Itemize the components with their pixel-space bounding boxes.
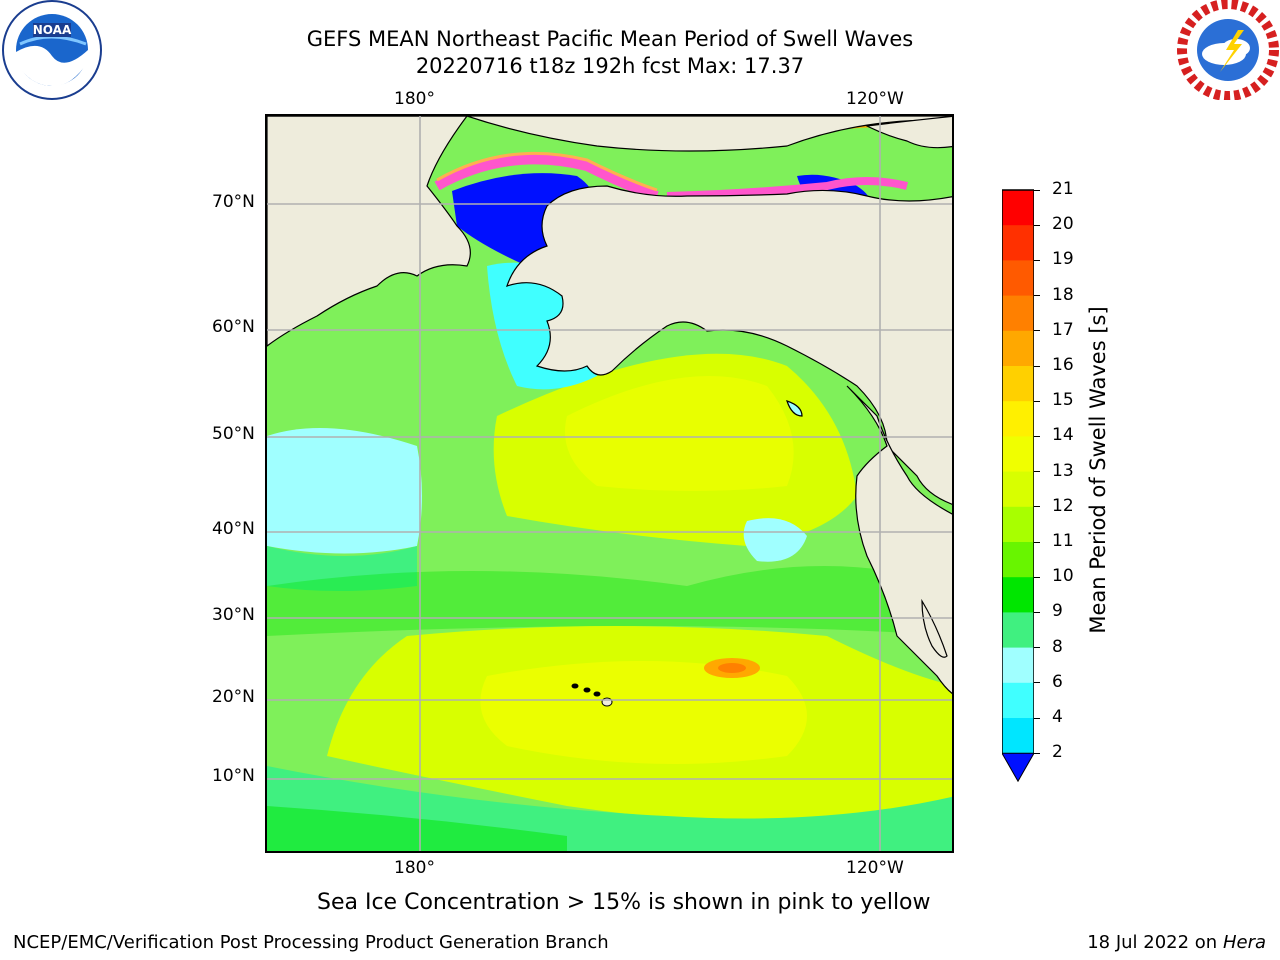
colorbar-tick-mark [1034, 365, 1040, 367]
colorbar-band [1002, 260, 1034, 297]
lat-label-40n: 40°N [212, 519, 255, 539]
colorbar-tick-mark [1034, 330, 1040, 332]
colorbar-tick-mark [1034, 752, 1040, 754]
colorbar-band [1002, 330, 1034, 367]
colorbar-tick-label: 13 [1052, 460, 1074, 481]
colorbar-band [1002, 647, 1034, 684]
map-title-line2: 20220716 t18z 192h fcst Max: 17.37 [415, 54, 805, 78]
colorbar-tick-label: 17 [1052, 319, 1074, 340]
lat-label-10n: 10°N [212, 766, 255, 786]
colorbar-tick-label: 9 [1052, 601, 1063, 622]
colorbar-tick-mark [1034, 435, 1040, 437]
colorbar-tick-label: 2 [1052, 742, 1063, 763]
svg-text:NOAA: NOAA [33, 23, 72, 37]
colorbar-tick-mark [1034, 506, 1040, 508]
colorbar-label: Mean Period of Swell Waves [s] [1086, 306, 1110, 634]
noaa-logo: NOAA [0, 0, 104, 104]
colorbar-band [1002, 471, 1034, 508]
colorbar-band [1002, 190, 1034, 226]
lat-label-70n: 70°N [212, 192, 255, 212]
sea-ice-note: Sea Ice Concentration > 15% is shown in … [317, 890, 931, 915]
colorbar-band [1002, 366, 1034, 402]
colorbar-band [1002, 436, 1034, 473]
lat-label-50n: 50°N [212, 424, 255, 444]
colorbar-band [1002, 577, 1034, 613]
bottom-lon-label-180: 180° [394, 858, 435, 878]
colorbar-band [1002, 718, 1034, 754]
colorbar-tick-label: 20 [1052, 214, 1074, 235]
colorbar-extend-arrow [1001, 752, 1035, 783]
colorbar-tick-mark [1034, 400, 1040, 402]
colorbar [1001, 188, 1035, 783]
swell-period-map [265, 114, 954, 853]
colorbar-band [1002, 506, 1034, 543]
colorbar-tick-mark [1034, 295, 1040, 297]
colorbar-tick-label: 19 [1052, 249, 1074, 270]
colorbar-tick-mark [1034, 259, 1040, 261]
colorbar-tick-label: 16 [1052, 355, 1074, 375]
colorbar-tick-label: 18 [1052, 284, 1074, 305]
colorbar-tick-label: 4 [1052, 707, 1063, 727]
colorbar-tick-mark [1034, 576, 1040, 578]
nws-logo [1176, 0, 1280, 101]
colorbar-tick-mark [1034, 224, 1040, 226]
top-lon-label-180: 180° [394, 89, 435, 109]
colorbar-tick-label: 14 [1052, 425, 1074, 446]
colorbar-tick-mark [1034, 611, 1040, 613]
colorbar-tick-label: 8 [1052, 636, 1063, 657]
colorbar-band [1002, 612, 1034, 649]
footer-date: 18 Jul 2022 on Hera [1087, 932, 1266, 953]
footer-date-text: 18 Jul 2022 on [1087, 932, 1223, 953]
colorbar-tick-mark [1034, 189, 1040, 191]
colorbar-tick-mark [1034, 717, 1040, 719]
colorbar-tick-label: 11 [1052, 531, 1074, 551]
colorbar-band [1002, 295, 1034, 332]
lat-label-60n: 60°N [212, 317, 255, 337]
footer-producer: NCEP/EMC/Verification Post Processing Pr… [13, 932, 609, 953]
colorbar-tick-mark [1034, 471, 1040, 473]
map-title-line1: GEFS MEAN Northeast Pacific Mean Period … [306, 27, 914, 51]
colorbar-tick-mark [1034, 541, 1040, 543]
colorbar-tick-label: 10 [1052, 566, 1074, 587]
colorbar-band [1002, 542, 1034, 578]
colorbar-tick-label: 15 [1052, 390, 1074, 411]
footer-host: Hera [1222, 932, 1266, 953]
colorbar-band [1002, 682, 1034, 719]
graticule [267, 116, 952, 851]
bottom-lon-label-120w: 120°W [846, 858, 904, 878]
colorbar-tick-label: 6 [1052, 671, 1063, 692]
colorbar-band [1002, 225, 1034, 261]
colorbar-band [1002, 401, 1034, 437]
lat-label-30n: 30°N [212, 605, 255, 625]
lat-label-20n: 20°N [212, 687, 255, 707]
colorbar-tick-label: 12 [1052, 495, 1074, 516]
colorbar-tick-label: 21 [1052, 179, 1074, 199]
top-lon-label-120w: 120°W [846, 89, 904, 109]
colorbar-tick-mark [1034, 682, 1040, 684]
colorbar-tick-mark [1034, 647, 1040, 649]
